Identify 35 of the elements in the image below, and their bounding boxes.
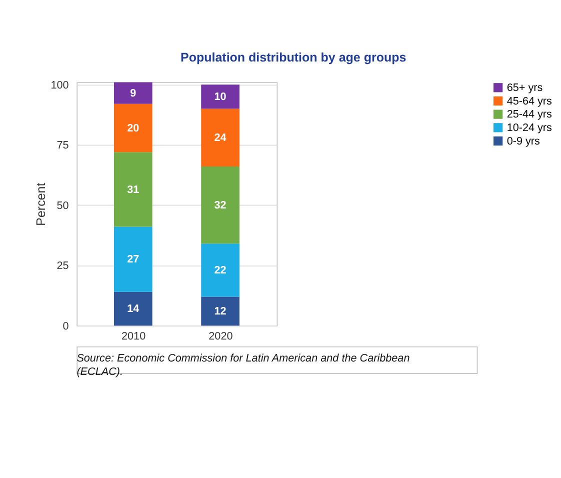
y-tick-label: 75	[56, 140, 69, 152]
legend-label: 65+ yrs	[506, 82, 544, 94]
y-axis-title: Percent	[34, 182, 48, 226]
chart-title: Population distribution by age groups	[180, 50, 406, 65]
bar	[114, 226, 152, 292]
legend-label: 45-64 yrs	[506, 95, 553, 108]
bar	[114, 104, 152, 152]
data-label: 14	[127, 303, 140, 316]
bar	[201, 108, 240, 167]
legend-label: 0-9 yrs	[506, 135, 540, 148]
bar	[201, 166, 240, 244]
bar	[114, 292, 152, 326]
bar	[201, 244, 240, 297]
x-tick-label: 2020	[208, 330, 233, 342]
data-label: 32	[214, 199, 226, 212]
bar	[201, 84, 240, 109]
bar	[114, 82, 152, 104]
y-tick-label: 0	[62, 320, 69, 332]
data-label: 24	[214, 132, 226, 144]
data-label: 27	[127, 254, 140, 266]
source-note: Source: Economic Commission for Latin American and the Caribbean (ECLAC).	[76, 352, 410, 378]
bar	[114, 152, 152, 227]
legend-label: 25-44 yrs	[506, 108, 553, 121]
data-label: 10	[214, 91, 226, 104]
data-label: 20	[127, 122, 140, 134]
y-tick-label: 50	[56, 200, 69, 212]
data-label: 31	[127, 184, 140, 196]
x-tick-label: 2010	[122, 330, 146, 342]
legend-label: 10-24 yrs	[506, 122, 553, 134]
bar	[201, 296, 240, 326]
data-label: 12	[214, 305, 226, 318]
data-label: 9	[130, 87, 136, 100]
y-tick-label: 25	[56, 260, 69, 272]
data-label: 22	[214, 264, 226, 277]
y-tick-label: 100	[50, 79, 69, 92]
